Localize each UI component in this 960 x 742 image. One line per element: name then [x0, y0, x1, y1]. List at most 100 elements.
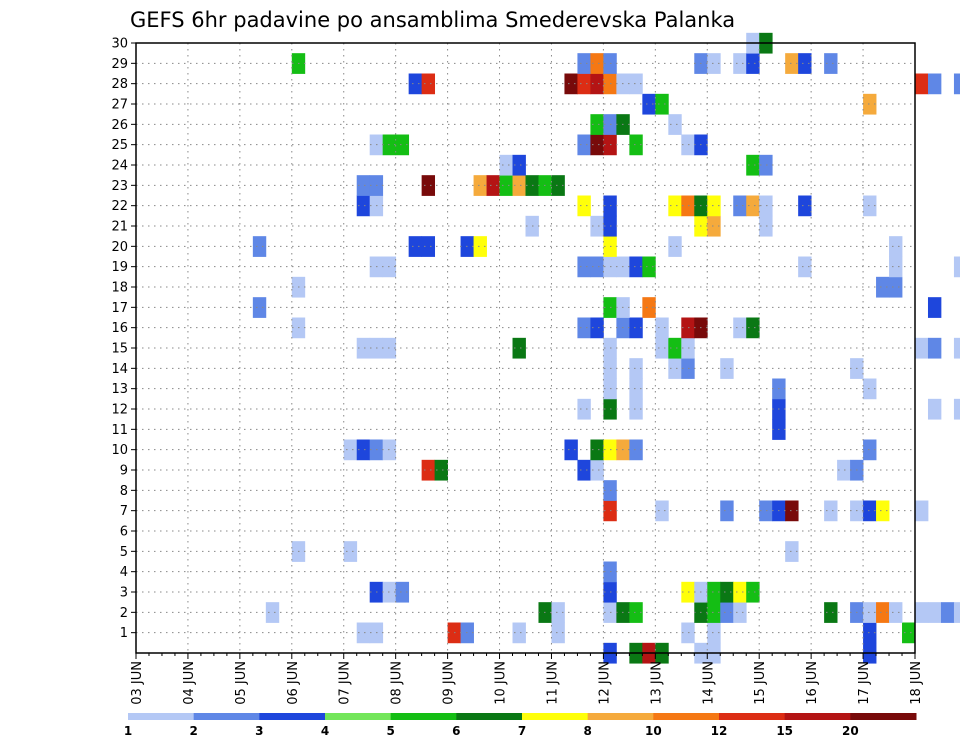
y-tick-label: 7 [120, 504, 128, 519]
data-cell [681, 317, 695, 339]
data-cell [746, 195, 760, 217]
y-tick-label: 15 [111, 342, 128, 357]
data-cell [720, 581, 734, 603]
data-cell [421, 73, 436, 95]
x-tick-label: 16 JUN [805, 661, 820, 705]
data-cell [889, 276, 903, 298]
data-cell [395, 134, 410, 156]
data-cell [668, 358, 682, 379]
data-cell [824, 53, 838, 74]
data-cell [629, 73, 643, 95]
data-cell [707, 622, 721, 644]
data-cell [577, 73, 591, 95]
data-cell [681, 195, 695, 217]
y-tick-label: 1 [120, 626, 128, 641]
colorbar-label: 10 [645, 724, 662, 738]
y-tick-label: 6 [120, 525, 128, 540]
data-cell [421, 236, 436, 257]
data-cell [356, 195, 371, 217]
data-cell [629, 256, 643, 278]
data-cell [408, 236, 423, 257]
y-tick-label: 21 [111, 220, 128, 235]
data-cell [707, 581, 721, 603]
data-cell [499, 154, 513, 176]
data-cell [252, 236, 267, 257]
data-cell [408, 73, 423, 95]
data-cell [473, 236, 487, 257]
data-cell [733, 317, 747, 339]
y-tick-label: 11 [111, 423, 128, 438]
data-cell [668, 114, 682, 135]
data-cell [577, 53, 591, 74]
data-cell [590, 439, 604, 461]
data-cells [252, 32, 960, 664]
data-cell [746, 53, 760, 74]
x-tick-label: 14 JUN [701, 661, 716, 705]
colorbar-label: 12 [711, 724, 728, 738]
data-cell [927, 398, 942, 420]
data-cell [824, 500, 838, 522]
y-tick-label: 12 [111, 403, 128, 418]
x-tick-label: 15 JUN [753, 661, 768, 705]
data-cell [953, 73, 960, 95]
data-cell [590, 134, 604, 156]
data-cell [707, 195, 721, 217]
data-cell [265, 602, 280, 623]
y-tick-label: 4 [120, 565, 128, 580]
data-cell [863, 500, 877, 522]
data-cell [629, 317, 643, 339]
x-tick-label: 13 JUN [649, 661, 664, 705]
x-tick-label: 12 JUN [597, 661, 612, 705]
data-cell [655, 337, 669, 359]
data-cell [577, 195, 591, 217]
data-cell [590, 215, 604, 237]
data-cell [681, 134, 695, 156]
y-tick-label: 2 [120, 606, 128, 621]
data-cell [499, 175, 513, 196]
data-cell [953, 256, 960, 278]
data-cell [953, 602, 960, 623]
data-cell [642, 297, 656, 318]
data-cell [551, 175, 565, 196]
y-tick-label: 18 [111, 281, 128, 296]
colorbar-segment [587, 713, 654, 720]
data-cell [798, 53, 812, 74]
data-cell [837, 459, 851, 481]
y-tick-label: 30 [111, 37, 128, 52]
data-cell [785, 541, 799, 562]
x-tick-label: 09 JUN [442, 661, 457, 705]
data-cell [577, 134, 591, 156]
data-cell [915, 337, 929, 359]
data-cell [902, 622, 916, 644]
data-cell [927, 337, 942, 359]
data-cell [863, 602, 877, 623]
data-cell [681, 622, 695, 644]
data-cell [551, 602, 565, 623]
y-tick-label: 27 [111, 98, 128, 113]
data-cell [356, 337, 371, 359]
data-cell [889, 602, 903, 623]
colorbar-segment [259, 713, 326, 720]
y-tick-label: 13 [111, 382, 128, 397]
colorbar-segment [653, 713, 720, 720]
data-cell [876, 602, 890, 623]
data-cell [876, 500, 890, 522]
data-cell [927, 602, 942, 623]
data-cell [940, 602, 955, 623]
y-tick-label: 10 [111, 443, 128, 458]
data-cell [395, 581, 410, 603]
colorbar-segment [390, 713, 457, 720]
data-cell [486, 175, 500, 196]
y-tick-label: 16 [111, 321, 128, 336]
data-cell [681, 337, 695, 359]
colorbar-label: 7 [518, 724, 526, 738]
x-tick-label: 06 JUN [286, 661, 301, 705]
data-cell [707, 602, 721, 623]
data-cell [746, 581, 760, 603]
data-cell [343, 541, 358, 562]
data-cell [759, 500, 773, 522]
data-cell [927, 73, 942, 95]
y-tick-label: 20 [111, 240, 128, 255]
data-cell [863, 439, 877, 461]
data-cell [681, 358, 695, 379]
